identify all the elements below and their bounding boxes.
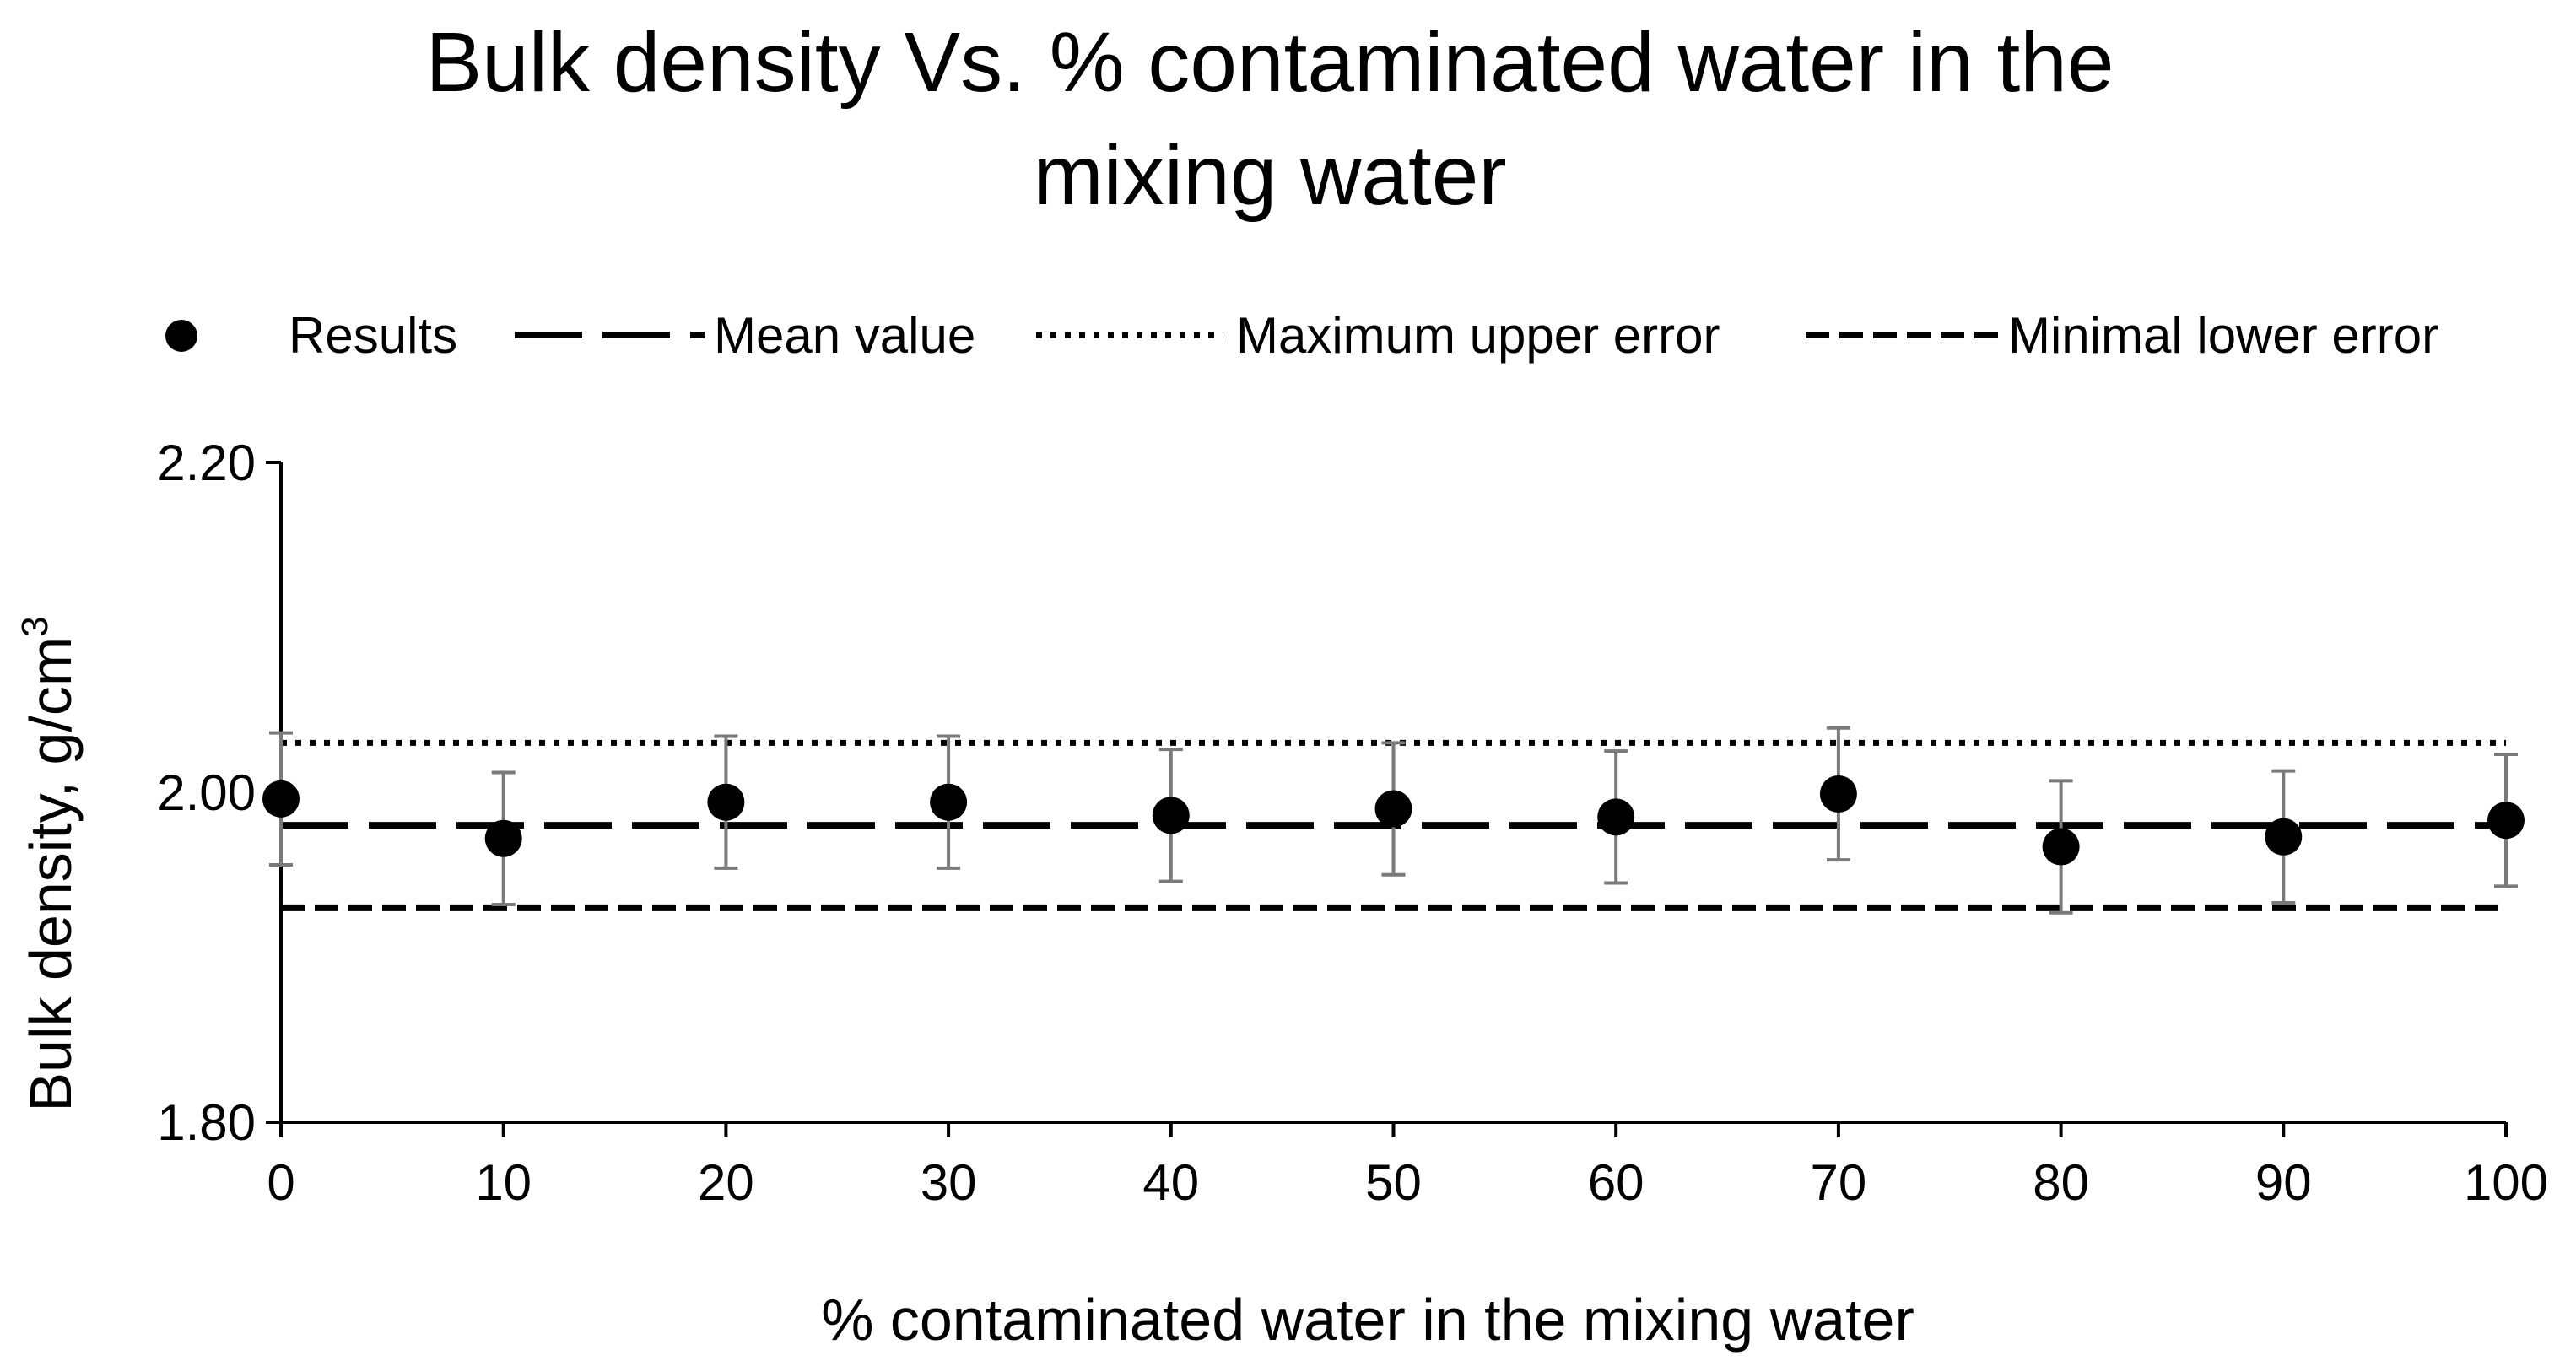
x-tick-label: 70 <box>1811 1154 1867 1211</box>
x-tick-label: 20 <box>698 1154 754 1211</box>
legend-min-lower-label: Minimal lower error <box>2008 307 2438 364</box>
result-point <box>2042 828 2080 866</box>
result-point <box>1819 775 1857 813</box>
result-point <box>707 783 745 821</box>
legend-results-marker <box>165 320 197 352</box>
y-tick-label: 1.80 <box>157 1094 256 1151</box>
x-tick-label: 60 <box>1588 1154 1644 1211</box>
x-tick-label: 40 <box>1142 1154 1199 1211</box>
result-point <box>1597 798 1635 836</box>
result-point <box>930 783 968 821</box>
y-axis-label: Bulk density, g/cm3 <box>14 616 84 1111</box>
result-points <box>262 775 2525 866</box>
result-point <box>2487 802 2525 840</box>
x-tick-label: 80 <box>2033 1154 2089 1211</box>
legend-max-upper-label: Maximum upper error <box>1236 307 1720 364</box>
legend: Results Mean value Maximum upper error M… <box>165 307 2438 364</box>
x-axis-ticks: 0 10 20 30 40 50 60 70 80 90 100 <box>267 1122 2548 1211</box>
result-point <box>1374 790 1412 828</box>
x-tick-label: 100 <box>2464 1154 2548 1211</box>
result-point <box>2265 818 2303 856</box>
x-tick-label: 50 <box>1365 1154 1422 1211</box>
legend-mean-label: Mean value <box>714 307 975 364</box>
y-axis-label-superscript: 3 <box>14 616 56 636</box>
result-point <box>484 819 522 857</box>
result-point <box>1152 797 1190 834</box>
x-tick-label: 90 <box>2255 1154 2312 1211</box>
x-tick-label: 10 <box>475 1154 532 1211</box>
x-axis-label: % contaminated water in the mixing water <box>821 1287 1914 1353</box>
y-axis-label-text: Bulk density, g/cm <box>18 637 84 1112</box>
result-point <box>262 780 300 818</box>
x-tick-label: 30 <box>921 1154 977 1211</box>
y-axis-ticks: 2.20 2.00 1.80 <box>157 435 281 1151</box>
legend-results-label: Results <box>289 307 457 364</box>
y-tick-label: 2.20 <box>157 435 256 491</box>
chart-title-line-1: Bulk density Vs. % contaminated water in… <box>425 15 2114 110</box>
x-tick-label: 0 <box>267 1154 294 1211</box>
y-tick-label: 2.00 <box>157 764 256 821</box>
chart-title-line-2: mixing water <box>1033 128 1506 223</box>
